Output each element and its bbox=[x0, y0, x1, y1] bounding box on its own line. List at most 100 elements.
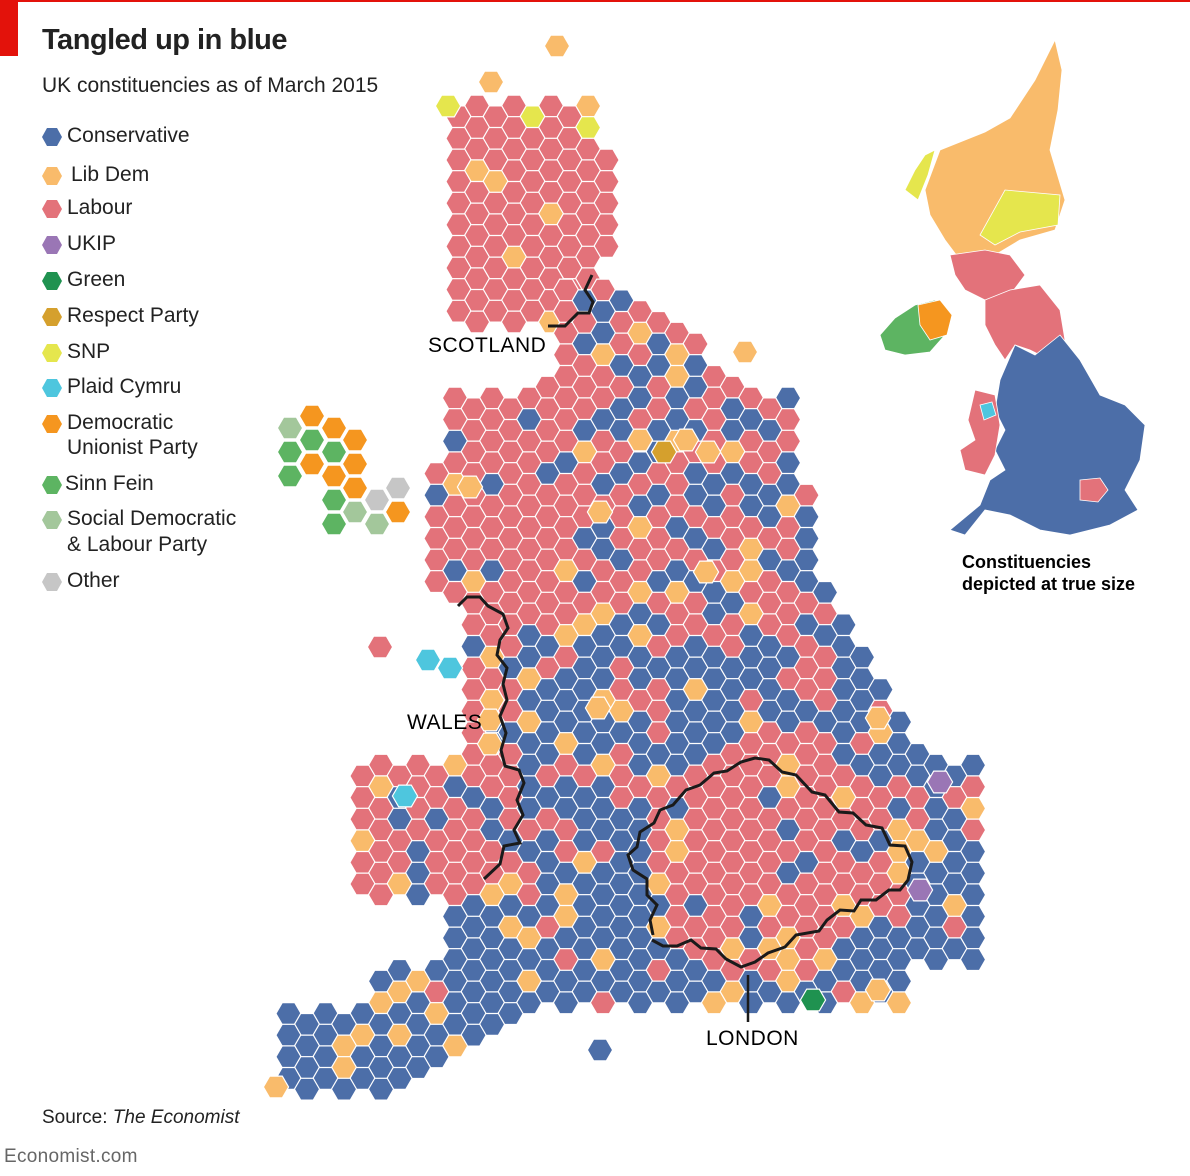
inset-caption-line-1: Constituencies bbox=[962, 552, 1091, 572]
constituency-hex bbox=[384, 476, 412, 500]
constituency-hex bbox=[341, 476, 369, 500]
constituency-hex bbox=[864, 978, 892, 1002]
constituency-hex bbox=[320, 440, 348, 464]
constituency-hex bbox=[926, 770, 954, 794]
hex-swatch-plaid-cymru bbox=[42, 379, 62, 397]
hex-swatch-sinn-fein bbox=[42, 476, 62, 494]
legend-label: Respect Party bbox=[67, 304, 199, 327]
label-scotland: SCOTLAND bbox=[428, 334, 546, 357]
label-wales: WALES bbox=[407, 711, 482, 734]
brand-footer: Economist.com bbox=[4, 1146, 138, 1167]
source-name: The Economist bbox=[112, 1107, 240, 1128]
inset-wales bbox=[959, 389, 1001, 476]
constituency-hex bbox=[341, 428, 369, 452]
constituency-hex bbox=[586, 1038, 614, 1062]
constituency-hex bbox=[414, 648, 442, 672]
constituency-hex bbox=[799, 988, 827, 1012]
constituency-hex bbox=[922, 948, 950, 972]
legend-label: Labour bbox=[67, 196, 133, 219]
constituency-hex bbox=[626, 428, 654, 452]
scotland-border-line bbox=[548, 274, 595, 328]
label-london: LONDON bbox=[706, 1027, 799, 1050]
hex-swatch-labour bbox=[42, 200, 62, 218]
constituency-hex bbox=[293, 1077, 321, 1101]
constituency-hex bbox=[700, 991, 728, 1015]
wales-border-line bbox=[456, 595, 526, 881]
constituency-hex bbox=[276, 440, 304, 464]
hexes-england-wales bbox=[262, 278, 987, 1101]
constituency-hex bbox=[363, 488, 391, 512]
legend-label-line-2: Unionist Party bbox=[67, 436, 198, 459]
legend-label: Lib Dem bbox=[71, 163, 150, 186]
hex-swatch-dup bbox=[42, 415, 62, 433]
constituency-hex bbox=[731, 340, 759, 364]
source-label: Source: bbox=[42, 1107, 108, 1128]
hex-swatch-respect bbox=[42, 308, 62, 326]
constituency-hex bbox=[737, 991, 765, 1015]
london-border-line bbox=[626, 756, 914, 969]
constituency-hex bbox=[885, 991, 913, 1015]
hexes-northern-ireland bbox=[276, 404, 412, 536]
constituency-hex bbox=[626, 991, 654, 1015]
constituency-hex bbox=[456, 475, 484, 499]
constituency-hex bbox=[434, 94, 462, 118]
constituency-hex bbox=[774, 991, 802, 1015]
constituency-hex bbox=[330, 1077, 358, 1101]
constituency-hex bbox=[586, 500, 614, 524]
constituency-hex bbox=[320, 464, 348, 488]
constituency-hex bbox=[320, 416, 348, 440]
constituency-hex bbox=[404, 883, 432, 907]
legend-label-line-1: Democratic bbox=[67, 411, 174, 434]
hex-swatch-ukip bbox=[42, 236, 62, 254]
inset-ni-dup bbox=[917, 299, 953, 341]
constituency-hex bbox=[584, 696, 612, 720]
inset-london bbox=[1079, 477, 1109, 503]
constituency-hex bbox=[692, 560, 720, 584]
legend-label: Green bbox=[67, 268, 126, 291]
hex-swatch-other bbox=[42, 573, 62, 591]
constituency-hex bbox=[391, 784, 419, 808]
constituency-hex bbox=[864, 706, 892, 730]
constituency-hex bbox=[363, 512, 391, 536]
constituency-hex bbox=[341, 452, 369, 476]
constituency-hex bbox=[477, 70, 505, 94]
constituency-hex bbox=[476, 708, 504, 732]
constituency-hex bbox=[298, 404, 326, 428]
hex-swatch-green bbox=[42, 272, 62, 290]
constituency-hex bbox=[384, 500, 412, 524]
constituency-hex bbox=[672, 428, 700, 452]
legend-label: SNP bbox=[67, 340, 111, 363]
constituency-hex bbox=[694, 440, 722, 464]
constituency-hex bbox=[650, 440, 678, 464]
constituency-hex bbox=[543, 34, 571, 58]
brand-tag bbox=[0, 0, 18, 56]
chart-title: Tangled up in blue bbox=[42, 24, 288, 56]
hex-swatch-snp bbox=[42, 344, 62, 362]
constituency-hex bbox=[589, 991, 617, 1015]
constituency-hex bbox=[367, 883, 395, 907]
chart-subtitle: UK constituencies as of March 2015 bbox=[42, 74, 379, 97]
legend-label: Sinn Fein bbox=[65, 472, 154, 495]
constituency-hex bbox=[298, 452, 326, 476]
hex-swatch-sdlp bbox=[42, 511, 62, 529]
constituency-hex bbox=[276, 464, 304, 488]
constituency-hex bbox=[663, 991, 691, 1015]
hex-swatch-conservative bbox=[42, 128, 62, 146]
legend-label-line-2: & Labour Party bbox=[67, 533, 208, 556]
constituency-hex bbox=[476, 732, 504, 756]
constituency-hex bbox=[367, 1077, 395, 1101]
inset-hebrides bbox=[904, 149, 936, 201]
legend-label: Plaid Cymru bbox=[67, 375, 182, 398]
constituency-hex bbox=[276, 416, 304, 440]
constituency-hex bbox=[959, 948, 987, 972]
legend-label: UKIP bbox=[67, 232, 117, 255]
true-size-inset-map bbox=[879, 38, 1146, 536]
legend-label: Conservative bbox=[67, 124, 190, 147]
constituency-hex bbox=[320, 488, 348, 512]
constituency-hex bbox=[320, 512, 348, 536]
legend-label-line-1: Social Democratic bbox=[67, 507, 237, 530]
constituency-hex bbox=[262, 1075, 290, 1099]
legend-label: Other bbox=[67, 569, 120, 592]
constituency-hex bbox=[552, 991, 580, 1015]
